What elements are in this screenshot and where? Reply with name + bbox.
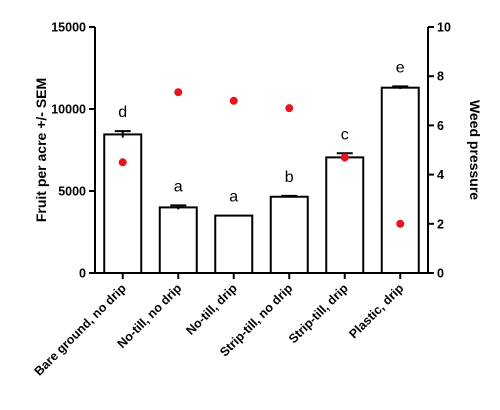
- bar: [269, 195, 309, 275]
- bar: [103, 133, 143, 274]
- weed-point: [118, 158, 127, 167]
- sig-letter: b: [285, 169, 294, 186]
- bar: [380, 86, 420, 275]
- sig-letter: c: [341, 126, 349, 143]
- y-axis-title-right: Weed pressure: [467, 100, 483, 200]
- category-label: Bare ground, no drip: [32, 281, 130, 379]
- sig-letter: a: [174, 178, 183, 195]
- weed-point: [174, 88, 183, 97]
- left-tick-label: 5000: [58, 185, 86, 199]
- sig-letter: d: [118, 104, 127, 121]
- bar: [325, 156, 365, 275]
- category-label: No-till, drip: [183, 281, 240, 338]
- right-tick-label: 2: [437, 217, 444, 231]
- sig-letters: d a a b c e: [118, 59, 405, 205]
- left-tick-label: 0: [79, 267, 86, 281]
- bars: [103, 86, 420, 275]
- category-label: Plastic, drip: [346, 281, 406, 341]
- weed-point: [285, 104, 294, 113]
- weed-point: [340, 153, 349, 162]
- sig-letter: a: [229, 189, 238, 206]
- right-tick-label: 0: [437, 267, 444, 281]
- right-tick-label: 6: [437, 119, 444, 133]
- weed-point: [396, 219, 405, 228]
- left-tick-label: 15000: [51, 21, 86, 35]
- y-axis-title: Fruit per acre +/- SEM: [33, 78, 49, 222]
- left-axis: 0 5000 10000 15000: [51, 21, 96, 281]
- right-tick-label: 10: [437, 21, 451, 35]
- right-tick-label: 8: [437, 70, 444, 84]
- weed-points: [118, 88, 405, 228]
- right-tick-label: 4: [437, 168, 444, 182]
- weed-point: [229, 96, 238, 105]
- bar: [214, 214, 254, 275]
- right-axis: 0 2 4 6 8 10: [427, 21, 451, 281]
- category-label: Strip-till, drip: [286, 281, 351, 346]
- left-tick-label: 10000: [51, 103, 86, 117]
- sig-letter: e: [396, 59, 405, 76]
- bar: [158, 206, 198, 274]
